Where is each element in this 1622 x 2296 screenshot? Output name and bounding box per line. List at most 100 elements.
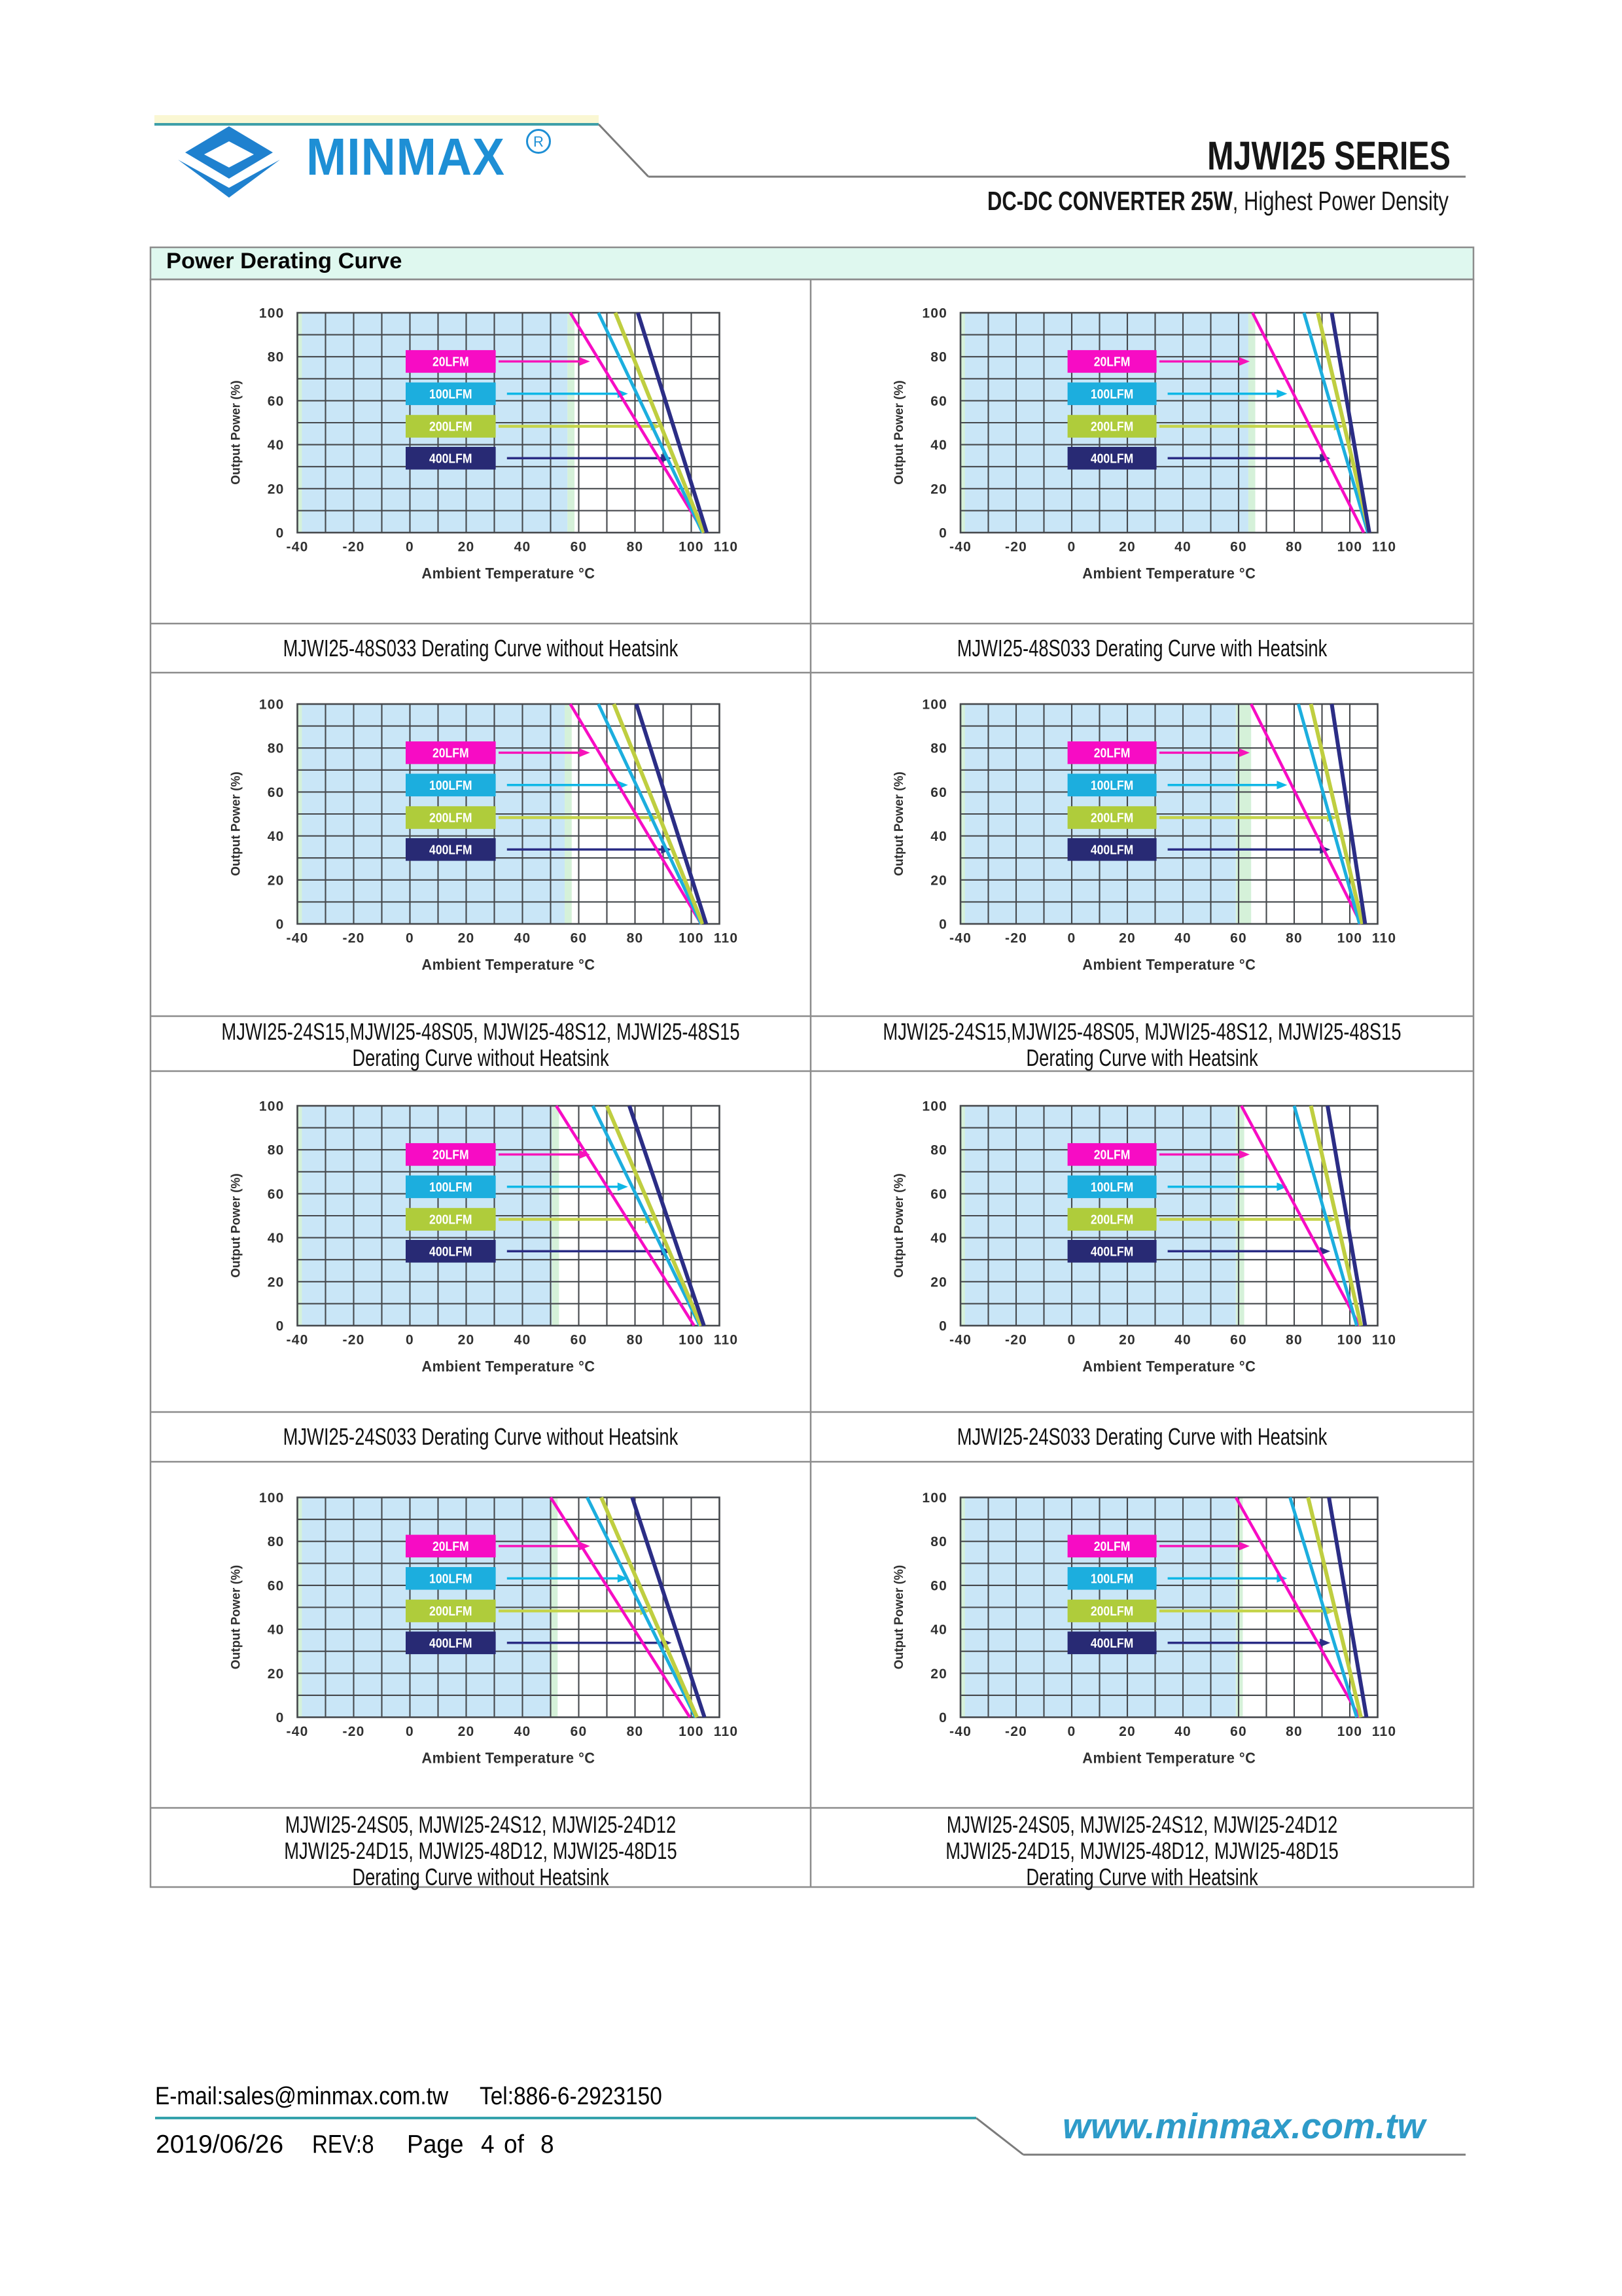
svg-text:100: 100 [1337, 1333, 1363, 1348]
svg-text:0: 0 [939, 526, 947, 541]
svg-text:www.minmax.com.tw: www.minmax.com.tw [1063, 2106, 1427, 2146]
svg-text:Ambient Temperature °C: Ambient Temperature °C [1082, 956, 1256, 973]
svg-text:80: 80 [1286, 1333, 1303, 1348]
svg-text:60: 60 [1230, 540, 1247, 555]
svg-text:60: 60 [268, 785, 285, 800]
svg-text:100: 100 [922, 306, 947, 321]
svg-text:40: 40 [514, 931, 531, 946]
svg-text:DC-DC CONVERTER 25W, Highest P: DC-DC CONVERTER 25W, Highest Power Densi… [987, 186, 1449, 216]
svg-text:MJWI25-24S15,MJWI25-48S05, MJW: MJWI25-24S15,MJWI25-48S05, MJWI25-48S12,… [221, 1018, 739, 1045]
svg-text:-40: -40 [949, 931, 972, 946]
svg-text:200LFM: 200LFM [1091, 810, 1134, 824]
svg-text:8: 8 [540, 2130, 554, 2159]
svg-text:Ambient Temperature °C: Ambient Temperature °C [421, 956, 595, 973]
svg-text:20LFM: 20LFM [1094, 354, 1131, 368]
svg-text:E-mail:sales@minmax.com.tw: E-mail:sales@minmax.com.tw [155, 2082, 448, 2110]
svg-text:MJWI25-24D15, MJWI25-48D12, MJ: MJWI25-24D15, MJWI25-48D12, MJWI25-48D15 [945, 1837, 1339, 1864]
svg-text:20: 20 [930, 873, 947, 888]
svg-text:110: 110 [1372, 540, 1396, 555]
svg-text:20LFM: 20LFM [432, 354, 469, 368]
svg-text:20: 20 [268, 482, 285, 497]
svg-text:80: 80 [268, 350, 285, 365]
svg-text:60: 60 [930, 1578, 947, 1593]
svg-text:200LFM: 200LFM [1091, 419, 1134, 433]
svg-text:110: 110 [714, 540, 738, 555]
svg-text:0: 0 [939, 1319, 947, 1334]
svg-text:Derating Curve without Heatsin: Derating Curve without Heatsink [352, 1863, 609, 1890]
svg-text:of: of [504, 2130, 524, 2159]
svg-text:60: 60 [571, 540, 588, 555]
svg-text:40: 40 [1174, 931, 1191, 946]
svg-text:0: 0 [1068, 540, 1076, 555]
svg-text:0: 0 [276, 1710, 285, 1725]
svg-text:200LFM: 200LFM [429, 1604, 472, 1618]
svg-text:100LFM: 100LFM [429, 1180, 472, 1194]
svg-text:MJWI25-24S15,MJWI25-48S05, MJW: MJWI25-24S15,MJWI25-48S05, MJWI25-48S12,… [883, 1018, 1401, 1045]
svg-text:2019/06/26: 2019/06/26 [156, 2130, 283, 2159]
svg-text:40: 40 [1174, 540, 1191, 555]
svg-text:0: 0 [406, 1333, 414, 1348]
svg-text:80: 80 [1286, 1724, 1303, 1739]
svg-text:100: 100 [259, 306, 285, 321]
svg-text:-40: -40 [949, 1724, 972, 1739]
svg-text:20: 20 [268, 873, 285, 888]
svg-text:Output Power (%): Output Power (%) [230, 1173, 243, 1277]
svg-text:110: 110 [714, 1333, 738, 1348]
svg-text:100: 100 [259, 1491, 285, 1506]
svg-text:40: 40 [930, 1231, 947, 1246]
svg-text:40: 40 [268, 1231, 285, 1246]
svg-text:200LFM: 200LFM [429, 419, 472, 433]
svg-text:MJWI25-48S033 Derating Curve w: MJWI25-48S033 Derating Curve with Heatsi… [957, 635, 1328, 662]
svg-text:MJWI25-24S05, MJWI25-24S12, MJ: MJWI25-24S05, MJWI25-24S12, MJWI25-24D12 [947, 1811, 1338, 1838]
svg-text:100: 100 [679, 540, 704, 555]
svg-text:-20: -20 [343, 1724, 365, 1739]
svg-text:-40: -40 [287, 931, 309, 946]
svg-text:20: 20 [458, 540, 475, 555]
svg-text:400LFM: 400LFM [1091, 842, 1134, 857]
svg-text:80: 80 [930, 1143, 947, 1158]
svg-text:20LFM: 20LFM [432, 745, 469, 760]
svg-text:-20: -20 [343, 540, 365, 555]
svg-text:100LFM: 100LFM [1091, 387, 1134, 401]
svg-text:20LFM: 20LFM [1094, 1147, 1131, 1161]
svg-text:60: 60 [930, 394, 947, 409]
svg-text:110: 110 [1372, 1333, 1396, 1348]
svg-text:20: 20 [458, 1333, 475, 1348]
svg-text:20LFM: 20LFM [1094, 745, 1131, 760]
svg-text:Derating Curve with Heatsink: Derating Curve with Heatsink [1026, 1044, 1258, 1071]
svg-text:110: 110 [714, 931, 738, 946]
svg-text:80: 80 [930, 741, 947, 756]
svg-text:60: 60 [1230, 1333, 1247, 1348]
svg-text:-40: -40 [287, 1333, 309, 1348]
svg-text:4: 4 [481, 2130, 495, 2159]
svg-text:80: 80 [627, 1333, 644, 1348]
svg-text:20: 20 [268, 1667, 285, 1682]
svg-text:Ambient Temperature °C: Ambient Temperature °C [1082, 565, 1256, 582]
svg-text:400LFM: 400LFM [1091, 1636, 1134, 1650]
svg-text:100: 100 [922, 1491, 947, 1506]
svg-text:-40: -40 [949, 1333, 972, 1348]
svg-text:100: 100 [259, 698, 285, 713]
svg-text:20: 20 [1119, 1333, 1136, 1348]
svg-text:60: 60 [268, 1187, 285, 1202]
svg-text:400LFM: 400LFM [1091, 1244, 1134, 1258]
svg-text:100LFM: 100LFM [1091, 778, 1134, 792]
svg-text:0: 0 [276, 917, 285, 932]
svg-text:-20: -20 [343, 931, 365, 946]
svg-text:Derating Curve without Heatsin: Derating Curve without Heatsink [352, 1044, 609, 1071]
svg-text:Page: Page [407, 2130, 463, 2159]
svg-text:MJWI25-24S05, MJWI25-24S12, MJ: MJWI25-24S05, MJWI25-24S12, MJWI25-24D12 [285, 1811, 677, 1838]
svg-text:Ambient Temperature °C: Ambient Temperature °C [421, 1358, 595, 1375]
svg-text:Ambient Temperature °C: Ambient Temperature °C [1082, 1358, 1256, 1375]
svg-text:60: 60 [268, 394, 285, 409]
svg-text:40: 40 [514, 1333, 531, 1348]
svg-text:20: 20 [1119, 1724, 1136, 1739]
svg-text:80: 80 [1286, 931, 1303, 946]
svg-text:60: 60 [571, 931, 588, 946]
svg-text:-20: -20 [343, 1333, 365, 1348]
svg-text:200LFM: 200LFM [429, 1212, 472, 1226]
svg-text:Ambient Temperature °C: Ambient Temperature °C [421, 1750, 595, 1767]
svg-text:80: 80 [268, 1143, 285, 1158]
svg-text:40: 40 [1174, 1724, 1191, 1739]
svg-text:100LFM: 100LFM [429, 387, 472, 401]
